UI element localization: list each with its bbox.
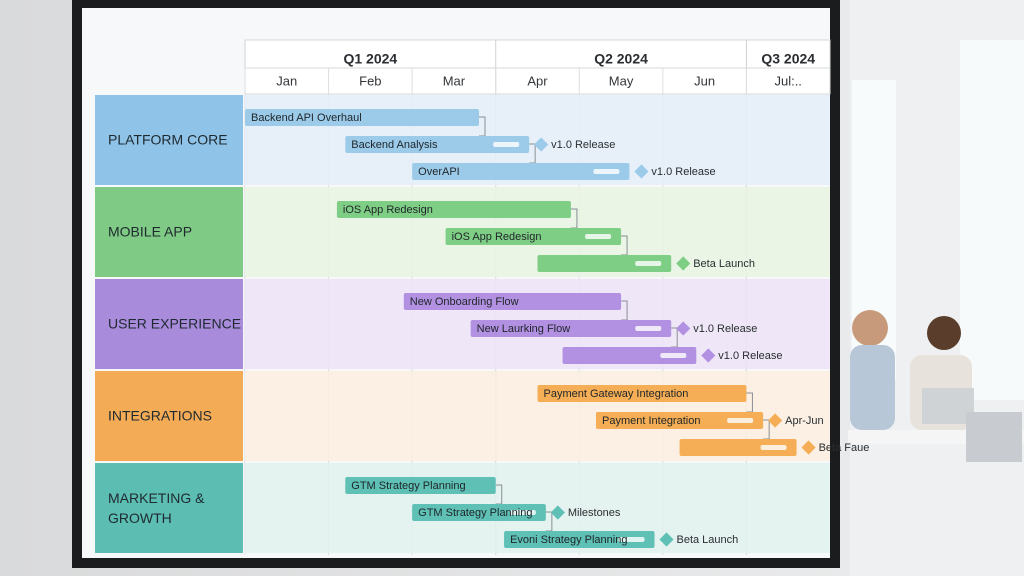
laptop	[922, 388, 974, 424]
progress	[760, 445, 787, 450]
progress	[635, 261, 662, 266]
milestone	[768, 413, 783, 428]
task-bar	[537, 385, 747, 402]
roadmap: Q1 2024 Q2 2024 Q3 2024 Jan Feb Mar Apr May Jun J…	[95, 39, 870, 555]
milestone	[801, 440, 816, 455]
month-label: Feb	[359, 73, 381, 88]
task-bar	[336, 201, 571, 218]
task-label: New Laurking Flow	[477, 323, 571, 335]
task-bar	[412, 504, 546, 521]
lane-label: MOBILE APP	[108, 224, 192, 240]
task-bar	[245, 109, 479, 126]
lane-label: INTEGRATIONS	[108, 408, 212, 424]
task-bar	[679, 439, 797, 456]
month-label: Jul:..	[774, 73, 801, 88]
lane-label: PLATFORM CORE	[108, 132, 228, 148]
progress	[493, 142, 520, 147]
month-label: Jun	[694, 73, 715, 88]
person	[927, 316, 961, 350]
task-label: New Onboarding Flow	[410, 296, 519, 308]
task-label: GTM Strategy Planning	[418, 507, 532, 519]
month-label: Jan	[276, 73, 297, 88]
milestone-label: Milestones	[568, 507, 621, 519]
task-bar	[403, 293, 622, 310]
lane-header	[95, 463, 243, 553]
person	[852, 310, 888, 346]
task-bar	[345, 477, 496, 494]
lane-header	[95, 187, 243, 277]
month-label: Apr	[527, 73, 548, 88]
quarter-label: Q3 2024	[761, 51, 815, 67]
lane-header	[95, 371, 243, 461]
laptop	[966, 412, 1022, 462]
task-bar	[537, 255, 672, 272]
progress	[660, 353, 687, 358]
task-label: iOS App Redesign	[452, 231, 542, 243]
person	[850, 345, 895, 430]
task-label: Backend Analysis	[351, 139, 438, 151]
milestone	[659, 532, 674, 547]
task-label: Payment Integration	[602, 415, 700, 427]
milestone	[676, 256, 691, 271]
task-label: Evoni Strategy Planning	[510, 534, 627, 546]
progress	[585, 234, 612, 239]
lane-label: USER EXPERIENCE	[108, 316, 241, 332]
task-bar	[562, 347, 697, 364]
lane-label: MARKETING & GROWTH	[108, 490, 205, 526]
milestone	[701, 348, 716, 363]
quarter-label: Q2 2024	[594, 51, 648, 67]
milestone-label: Apr-Jun	[785, 415, 824, 427]
milestone-label: v1.0 Release	[693, 323, 757, 335]
task-label: Payment Gateway Integration	[544, 388, 689, 400]
milestone-label: v1.0 Release	[651, 166, 715, 178]
quarter-label: Q1 2024	[343, 51, 397, 67]
milestone	[634, 164, 649, 179]
task-bar	[470, 320, 672, 337]
month-label: Mar	[443, 73, 466, 88]
milestone-label: Beta Launch	[677, 534, 739, 546]
task-label: iOS App Redesign	[343, 204, 433, 216]
progress	[618, 537, 645, 542]
lane-header	[95, 95, 243, 185]
milestone-label: v1.0 Release	[551, 139, 615, 151]
milestone	[676, 321, 691, 336]
milestone-label: v1.0 Release	[718, 350, 782, 362]
milestone	[534, 137, 549, 152]
task-bar	[445, 228, 622, 245]
task-bar	[412, 163, 630, 180]
progress	[727, 418, 754, 423]
month-label: May	[609, 73, 634, 88]
task-label: OverAPI	[418, 166, 460, 178]
milestone-label: Beta Faue	[819, 442, 870, 454]
lane-header	[95, 279, 243, 369]
task-bar	[596, 412, 764, 429]
milestone-label: Beta Launch	[693, 258, 755, 270]
progress	[635, 326, 662, 331]
progress	[509, 510, 536, 515]
task-label: Backend API Overhaul	[251, 112, 362, 124]
task-bar	[504, 531, 655, 548]
task-bar	[345, 136, 530, 153]
milestone	[550, 505, 565, 520]
task-label: GTM Strategy Planning	[351, 480, 465, 492]
progress	[593, 169, 620, 174]
window	[960, 40, 1024, 400]
